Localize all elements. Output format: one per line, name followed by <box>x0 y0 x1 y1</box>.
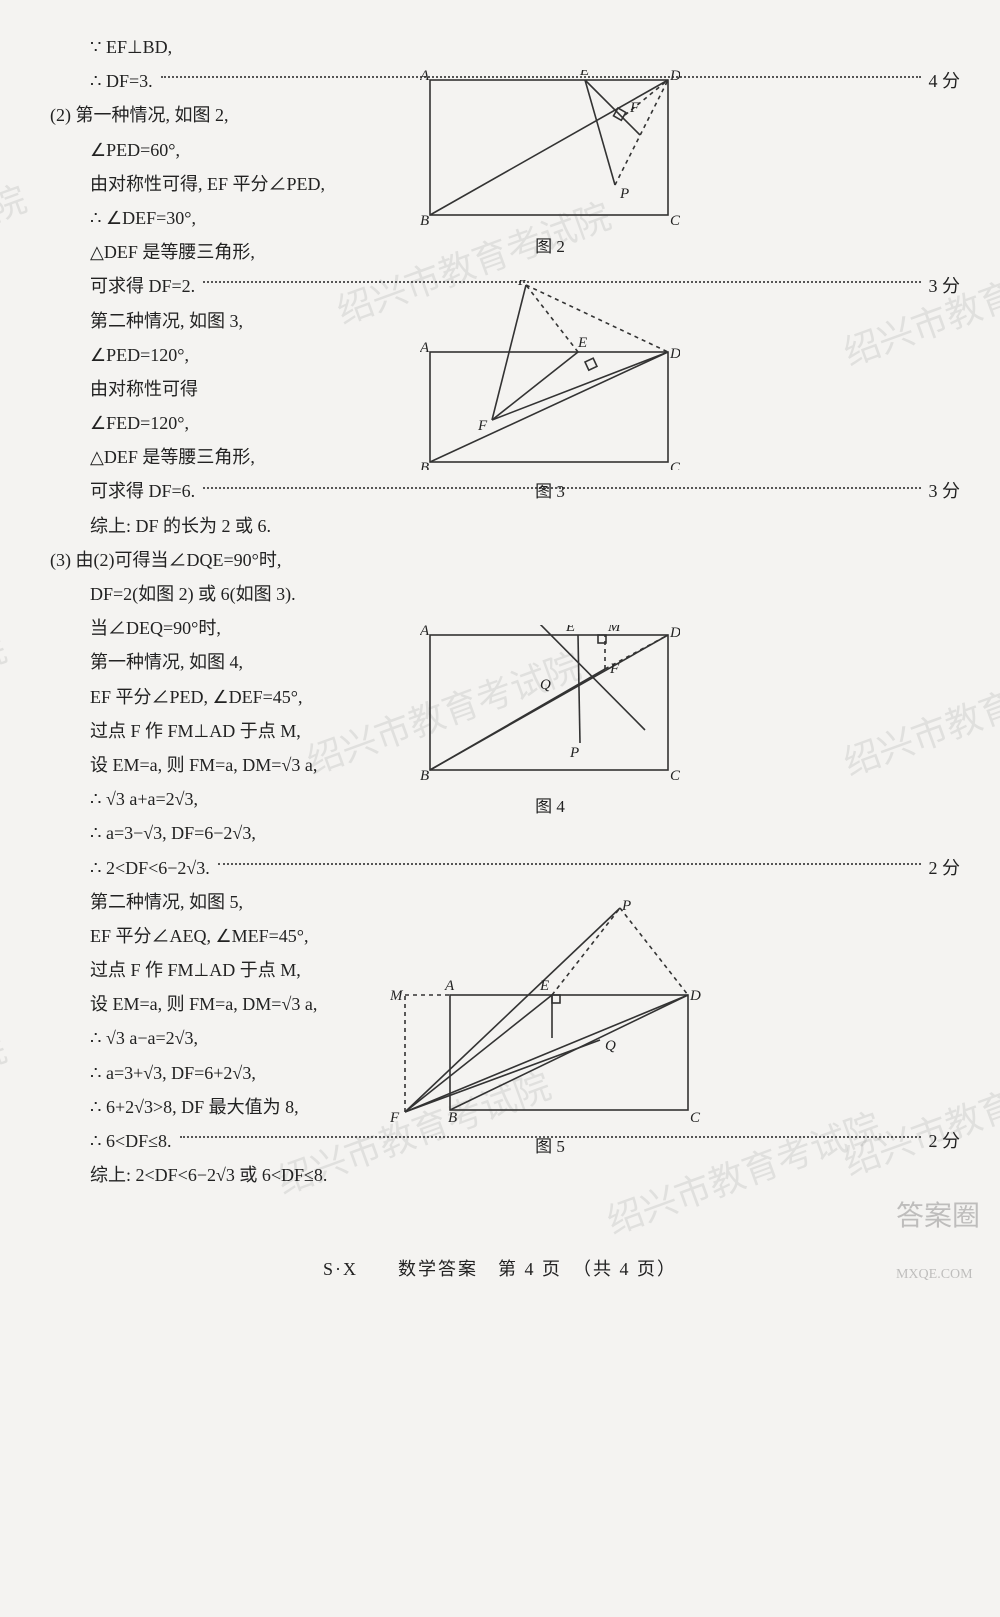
figure-5-svg: A D B C E M F Q P <box>390 900 710 1125</box>
text-line: 综上: 2<DF<6−2√3 或 6<DF≤8. <box>40 1158 960 1192</box>
svg-text:B: B <box>420 460 429 470</box>
watermark: 院 <box>0 1016 17 1093</box>
score-points: 3 分 <box>929 269 961 303</box>
score-points: 4 分 <box>929 64 961 98</box>
svg-text:D: D <box>669 346 680 362</box>
svg-text:B: B <box>448 1110 457 1125</box>
svg-text:E: E <box>579 70 589 79</box>
svg-text:P: P <box>621 900 631 914</box>
figure-4-svg: A D B C E M F Q P <box>420 625 680 785</box>
svg-text:A: A <box>420 340 430 356</box>
text-line: ∴ 6<DF≤8. <box>90 1124 172 1158</box>
svg-text:E: E <box>539 978 549 994</box>
svg-text:P: P <box>517 280 527 289</box>
figure-5-caption: 图 5 <box>390 1131 710 1163</box>
corner-badge: 答案圈MXQE.COM <box>896 1190 980 1296</box>
text-line: 可求得 DF=6. <box>90 474 195 508</box>
watermark: 院 <box>0 166 37 243</box>
svg-text:M: M <box>390 988 404 1004</box>
svg-text:C: C <box>670 213 680 225</box>
text-line: ∵ EF⊥BD, <box>40 30 960 64</box>
score-points: 2 分 <box>929 851 961 885</box>
figure-2-caption: 图 2 <box>420 231 680 263</box>
svg-text:Q: Q <box>540 677 551 693</box>
svg-text:D: D <box>669 70 680 84</box>
svg-text:B: B <box>420 768 429 784</box>
figure-3: A D B C E F P 图 3 <box>420 280 680 508</box>
svg-text:D: D <box>689 988 701 1004</box>
svg-text:D: D <box>669 625 680 641</box>
svg-text:C: C <box>670 768 680 784</box>
svg-text:F: F <box>477 418 488 434</box>
figure-2: A D B C E F P 图 2 <box>420 70 680 263</box>
svg-text:Q: Q <box>605 1038 616 1054</box>
score-points: 2 分 <box>929 1124 961 1158</box>
svg-text:P: P <box>619 186 629 202</box>
figure-5: A D B C E M F Q P 图 5 <box>390 900 710 1163</box>
score-line: ∴ 2<DF<6−2√3. 2 分 <box>40 851 960 885</box>
watermark: 院 <box>0 616 17 693</box>
svg-text:M: M <box>607 625 622 635</box>
svg-text:C: C <box>690 1110 701 1125</box>
score-points: 3 分 <box>929 474 961 508</box>
figure-2-svg: A D B C E F P <box>420 70 680 225</box>
svg-text:F: F <box>629 100 640 116</box>
text-line: DF=2(如图 2) 或 6(如图 3). <box>40 577 960 611</box>
svg-text:A: A <box>420 625 430 639</box>
figure-4-caption: 图 4 <box>420 791 680 823</box>
svg-text:P: P <box>569 745 579 761</box>
svg-text:E: E <box>577 335 587 351</box>
text-line: 综上: DF 的长为 2 或 6. <box>40 509 960 543</box>
svg-text:A: A <box>420 70 430 84</box>
figure-3-caption: 图 3 <box>420 476 680 508</box>
text-line: ∴ 2<DF<6−2√3. <box>90 851 210 885</box>
svg-text:E: E <box>565 625 575 635</box>
text-line: 可求得 DF=2. <box>90 269 195 303</box>
text-line: ∴ DF=3. <box>90 64 153 98</box>
svg-text:C: C <box>670 460 680 470</box>
figure-4: A D B C E M F Q P 图 4 <box>420 625 680 823</box>
page-footer: S·X 数学答案 第 4 页 （共 4 页） <box>40 1252 960 1286</box>
score-dots <box>218 863 921 865</box>
svg-text:B: B <box>420 213 429 225</box>
svg-text:A: A <box>444 978 455 994</box>
svg-text:F: F <box>609 661 620 677</box>
svg-text:F: F <box>390 1110 400 1125</box>
text-line: (3) 由(2)可得当∠DQE=90°时, <box>40 543 960 577</box>
figure-3-svg: A D B C E F P <box>420 280 680 470</box>
